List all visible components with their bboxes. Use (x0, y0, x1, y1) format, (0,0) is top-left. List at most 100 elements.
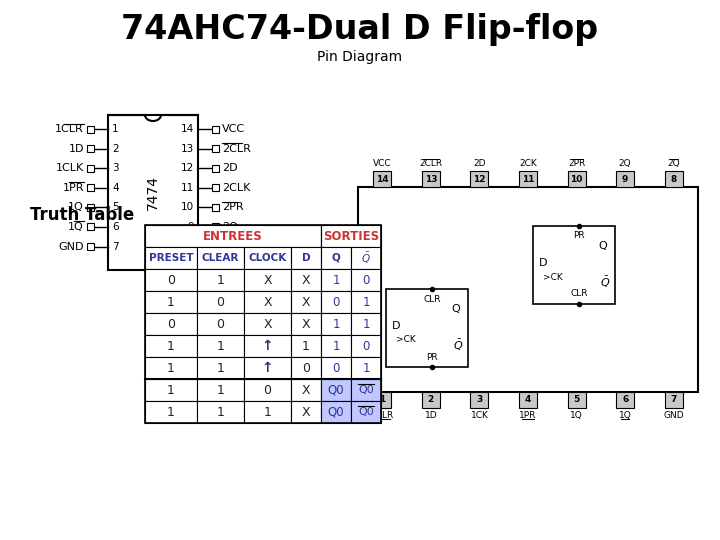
Text: $\bar{Q}$: $\bar{Q}$ (361, 251, 371, 266)
Bar (616, 171, 634, 187)
Text: 1: 1 (167, 383, 175, 396)
Text: 0: 0 (302, 361, 310, 375)
Text: 2: 2 (112, 144, 119, 153)
Text: 1Q: 1Q (570, 411, 583, 420)
Bar (567, 392, 585, 408)
Bar (244, 247, 291, 269)
Bar (321, 401, 351, 423)
Text: VCC: VCC (222, 124, 245, 134)
Text: 9: 9 (187, 222, 194, 232)
Bar (291, 357, 321, 379)
Text: 0: 0 (217, 318, 225, 330)
Bar (244, 335, 291, 357)
Bar (87, 204, 94, 211)
Text: 2PR: 2PR (222, 202, 243, 212)
Text: 1Q: 1Q (618, 411, 631, 420)
Text: 1: 1 (167, 406, 175, 419)
Bar (244, 291, 291, 313)
Text: 4: 4 (112, 183, 119, 193)
Bar (145, 313, 197, 335)
Text: 1PR: 1PR (63, 183, 84, 193)
Text: CLEAR: CLEAR (202, 253, 239, 263)
Text: Pin Diagram: Pin Diagram (318, 50, 402, 64)
Bar (291, 291, 321, 313)
Text: 1: 1 (264, 406, 271, 419)
Text: 14: 14 (376, 174, 389, 184)
Bar (197, 357, 244, 379)
Text: 8: 8 (187, 241, 194, 252)
Text: X: X (264, 295, 272, 308)
Text: 1PR: 1PR (519, 411, 536, 420)
Text: X: X (302, 406, 310, 419)
Text: 1: 1 (217, 383, 225, 396)
Text: 7: 7 (670, 395, 677, 404)
Bar (373, 171, 391, 187)
Text: 1: 1 (362, 295, 370, 308)
Bar (291, 313, 321, 335)
Bar (212, 165, 219, 172)
Text: X: X (302, 383, 310, 396)
Text: Q0: Q0 (358, 407, 374, 417)
Text: 12: 12 (473, 174, 486, 184)
Bar (351, 247, 381, 269)
Bar (291, 401, 321, 423)
Bar (291, 379, 321, 401)
Text: PR: PR (573, 232, 585, 240)
Bar (145, 225, 321, 247)
Text: GND: GND (663, 411, 684, 420)
Bar (244, 313, 291, 335)
Text: 4: 4 (525, 395, 531, 404)
Text: 1: 1 (332, 318, 340, 330)
Text: 2CLK: 2CLK (222, 183, 251, 193)
Text: 6: 6 (112, 222, 119, 232)
Text: 14: 14 (181, 124, 194, 134)
Bar (321, 291, 351, 313)
Text: D: D (302, 253, 310, 263)
Bar (386, 289, 468, 367)
Text: 1: 1 (112, 124, 119, 134)
Bar (244, 269, 291, 291)
Text: D: D (392, 321, 400, 331)
Bar (351, 291, 381, 313)
Bar (422, 392, 440, 408)
Text: 1CLR: 1CLR (371, 411, 394, 420)
Bar (212, 204, 219, 211)
Text: ENTREES: ENTREES (203, 230, 263, 242)
Text: SORTIES: SORTIES (323, 230, 379, 242)
Bar (145, 401, 197, 423)
Bar (351, 401, 381, 423)
Bar (519, 392, 537, 408)
Text: 74AHC74-Dual D Flip-flop: 74AHC74-Dual D Flip-flop (122, 14, 598, 46)
Text: 0: 0 (167, 318, 175, 330)
Text: 11: 11 (522, 174, 534, 184)
Text: 1Q: 1Q (68, 202, 84, 212)
Text: 5: 5 (112, 202, 119, 212)
Text: ↑: ↑ (261, 361, 274, 375)
Text: Q0: Q0 (328, 406, 344, 419)
Bar (351, 269, 381, 291)
Bar (197, 291, 244, 313)
Text: 1: 1 (362, 318, 370, 330)
Text: 7: 7 (112, 241, 119, 252)
Text: $\bar{Q}$: $\bar{Q}$ (453, 338, 463, 353)
Bar (244, 401, 291, 423)
Text: VCC: VCC (373, 159, 392, 168)
Text: Truth Table: Truth Table (30, 206, 134, 224)
Text: 0: 0 (333, 295, 340, 308)
Bar (145, 247, 197, 269)
Text: 10: 10 (181, 202, 194, 212)
Text: 1Q: 1Q (68, 222, 84, 232)
Text: 2Q: 2Q (667, 159, 680, 168)
Text: 2Q: 2Q (618, 159, 631, 168)
Bar (197, 269, 244, 291)
Bar (87, 184, 94, 191)
Text: PRESET: PRESET (149, 253, 193, 263)
Bar (358, 187, 698, 392)
Text: 13: 13 (181, 144, 194, 153)
Bar (422, 171, 440, 187)
Text: 12: 12 (181, 163, 194, 173)
Bar (470, 392, 488, 408)
Text: 1: 1 (332, 273, 340, 287)
Text: 6: 6 (622, 395, 629, 404)
Text: Q0: Q0 (328, 383, 344, 396)
